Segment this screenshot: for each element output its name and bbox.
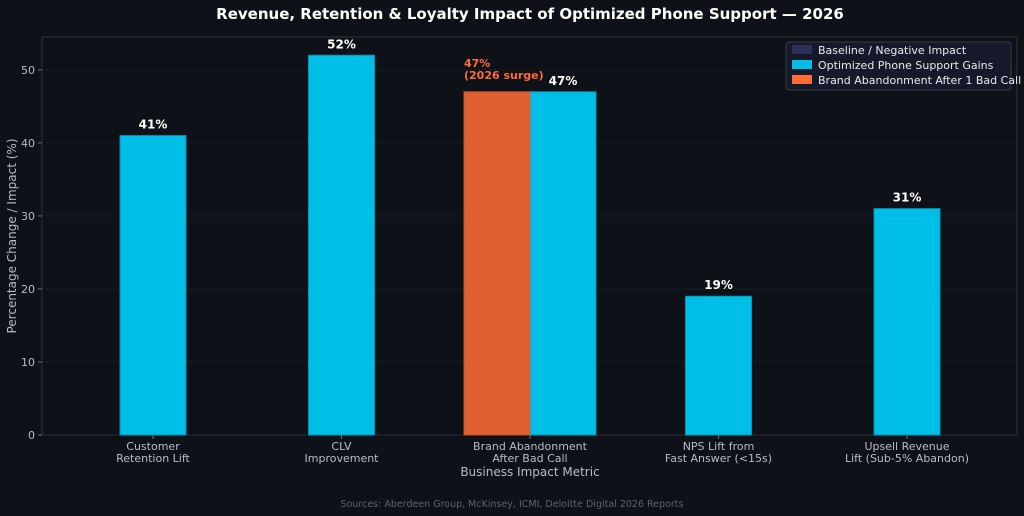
surge-annotation: (2026 surge) [464,69,544,82]
source-note: Sources: Aberdeen Group, McKinsey, ICMI,… [341,499,684,510]
y-tick-label: 40 [21,137,35,150]
x-tick-label: NPS Lift from Fast Answer (<15s) [665,440,772,465]
legend-swatch [792,60,812,69]
bar-value-label: 52% [327,37,356,51]
legend: Baseline / Negative Impact Optimized Phon… [785,41,1021,91]
bar-gains [873,208,941,436]
x-tick-label: Upsell Revenue Lift (Sub-5% Abandon) [845,440,969,465]
surge-annotation: 47% [464,57,490,70]
y-tick-label: 30 [21,210,35,223]
legend-label: Optimized Phone Support Gains [818,59,994,72]
bar-value-label: 41% [139,118,168,132]
chart-title: Revenue, Retention & Loyalty Impact of O… [216,5,844,23]
bar-gains [529,91,597,436]
bar-value-label: 31% [893,191,922,205]
legend-swatch [792,75,812,84]
bars [119,54,941,436]
y-tick-label: 10 [21,356,35,369]
legend-label: Baseline / Negative Impact [818,44,967,57]
y-ticks: 0 10 20 30 40 50 [21,64,42,442]
bar-gains [685,295,752,436]
bar-labels: 41%52%47%47%(2026 surge)19%31% [139,37,922,292]
x-tick-label: CLV Improvement [305,440,380,465]
y-axis-label: Percentage Change / Impact (%) [5,138,19,333]
y-tick-label: 50 [21,64,35,77]
x-tick-label: Customer Retention Lift [116,440,190,465]
y-tick-label: 0 [28,429,35,442]
bar-value-label: 47% [549,74,578,88]
bar-abandonment [463,91,531,436]
bar-gains [119,135,187,436]
legend-swatch [792,45,812,54]
x-axis-label: Business Impact Metric [460,465,599,479]
x-tick-label: Brand Abandonment After Bad Call [473,440,588,465]
legend-label: Brand Abandonment After 1 Bad Call [818,74,1021,87]
y-tick-label: 20 [21,283,35,296]
x-ticks: Customer Retention Lift CLV Improvement Bran… [116,435,969,465]
bar-value-label: 19% [704,278,733,292]
bar-gains [308,54,375,436]
legend-box [785,41,1012,91]
